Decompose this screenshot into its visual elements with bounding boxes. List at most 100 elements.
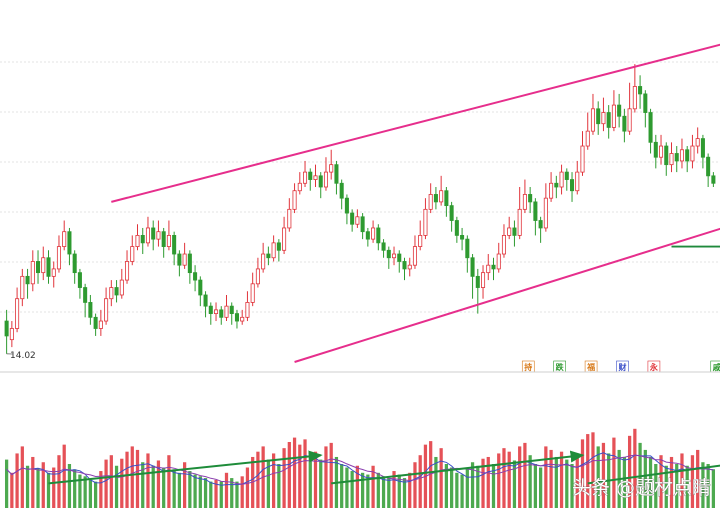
volume-bar: [308, 455, 312, 508]
volume-bar: [36, 468, 40, 508]
volume-bar: [10, 472, 14, 508]
volume-bar: [413, 462, 417, 508]
candle-body: [439, 190, 444, 203]
volume-bar: [481, 458, 485, 508]
volume-bar: [402, 478, 407, 508]
volume-bar: [544, 446, 548, 508]
candle-body: [601, 112, 606, 125]
volume-bar: [366, 474, 370, 508]
volume-bar: [360, 472, 365, 508]
candle-body: [109, 287, 114, 300]
candle-body: [166, 235, 171, 247]
candle-body: [486, 264, 491, 274]
watermark-text: 头条 @题材点睛: [572, 477, 711, 499]
signal-tag-label: 福: [586, 362, 595, 372]
candle-body: [507, 227, 512, 236]
volume-bar: [675, 464, 679, 508]
candle-body: [130, 246, 135, 262]
candle-body: [67, 231, 72, 255]
volume-bar: [83, 476, 87, 508]
candle-body: [15, 298, 20, 329]
volume-bar: [690, 455, 695, 508]
candle-body: [706, 156, 711, 177]
volume-ma-line: [6, 452, 714, 486]
candle-body: [627, 108, 632, 132]
candle-body: [554, 182, 559, 188]
candle-body: [596, 108, 601, 125]
candle-body: [234, 313, 239, 322]
volume-bar: [182, 462, 187, 508]
volume-bar: [376, 472, 380, 508]
candle-body: [224, 305, 229, 318]
candle-body: [30, 261, 35, 285]
volume-bar: [224, 472, 229, 508]
volume-bar: [146, 453, 150, 508]
candle-body: [303, 171, 308, 184]
volume-bar: [449, 467, 454, 508]
candle-body: [292, 190, 297, 210]
volume-bar: [156, 460, 161, 508]
candle-body: [339, 182, 344, 199]
candle-body: [282, 227, 287, 251]
volume-bar: [533, 464, 538, 508]
volume-bar: [648, 456, 653, 508]
volume-trend-arrow: [587, 464, 720, 485]
volume-bar: [230, 478, 234, 508]
candle-body: [386, 249, 391, 259]
volume-bar: [172, 469, 176, 508]
volume-bar: [418, 455, 422, 508]
candle-body: [203, 294, 208, 307]
volume-bar: [371, 465, 375, 508]
volume-bar: [497, 453, 501, 508]
volume-bar: [381, 476, 386, 508]
candle-body: [9, 328, 14, 341]
volume-bar: [109, 455, 113, 508]
candle-body: [533, 201, 538, 221]
volume-bar: [245, 467, 250, 508]
volume-bar: [214, 479, 218, 508]
candle-body: [407, 264, 412, 270]
volume-bar: [99, 471, 103, 508]
candle-body: [350, 212, 355, 225]
volume-bar: [62, 444, 66, 508]
volume-bar: [502, 448, 506, 508]
candle-body: [428, 194, 433, 210]
volume-bar: [486, 456, 490, 508]
volume-bar: [701, 462, 705, 508]
candle-body: [659, 145, 664, 158]
candle-body: [522, 194, 527, 210]
volume-bar: [643, 449, 647, 508]
volume-bar: [507, 451, 511, 508]
candle-body: [219, 309, 224, 318]
candle-body: [313, 175, 318, 180]
volume-bar: [570, 464, 574, 508]
candle-body: [25, 275, 30, 285]
volume-bar: [329, 442, 333, 508]
candle-body: [632, 86, 637, 110]
candle-body: [695, 138, 700, 147]
candle-body: [433, 194, 438, 203]
candle-body: [125, 261, 130, 281]
candle-body: [104, 298, 109, 322]
candle-body: [611, 104, 616, 128]
candle-body: [496, 253, 501, 270]
volume-bar: [586, 434, 590, 508]
candle-body: [423, 208, 428, 236]
candle-body: [376, 227, 381, 244]
candle-body: [177, 253, 182, 266]
candle-body: [135, 235, 140, 247]
candle-body: [36, 261, 41, 274]
volume-bar: [78, 474, 82, 508]
volume-bar: [298, 444, 302, 508]
signal-tag-label: 持: [524, 362, 532, 372]
signal-tag-label: 财: [618, 362, 627, 372]
volume-bar: [324, 446, 328, 508]
upper-channel-line: [111, 43, 720, 203]
candle-body: [250, 283, 255, 303]
candle-body: [98, 320, 103, 329]
candle-body: [93, 316, 98, 329]
candle-body: [56, 246, 61, 270]
volume-bar: [287, 442, 291, 508]
